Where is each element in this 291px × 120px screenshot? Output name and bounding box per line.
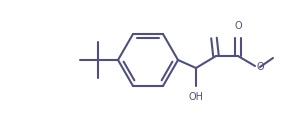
Text: O: O xyxy=(234,21,242,31)
Text: OH: OH xyxy=(189,92,203,102)
Text: O: O xyxy=(256,62,264,72)
